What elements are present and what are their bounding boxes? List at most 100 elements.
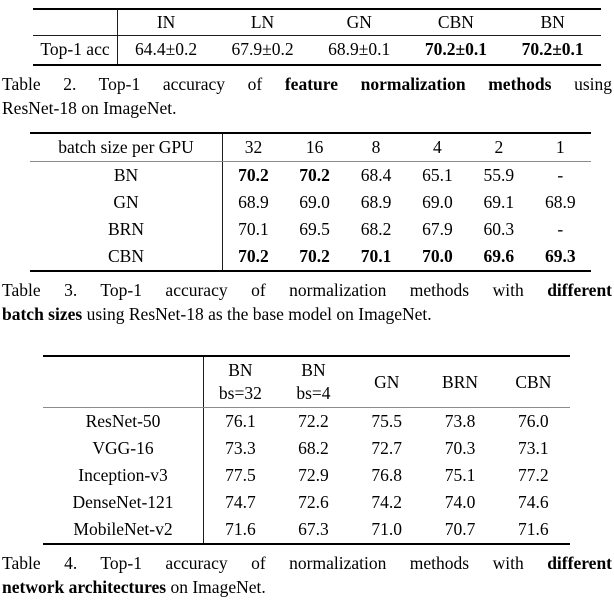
value-cell: 74.0 xyxy=(444,492,476,513)
value-cell: 76.0 xyxy=(518,411,549,432)
table-3-batch-sizes: batch size per GPU 32 16 8 4 2 1 BN 70.2 70.2 68.4… xyxy=(30,132,591,273)
caption-bold-phrase: different xyxy=(547,280,612,301)
corner-cell xyxy=(43,356,204,409)
row-label: GN xyxy=(30,189,223,217)
value-cell: 68.9 xyxy=(238,192,269,213)
column-header: IN xyxy=(117,9,215,36)
value-cell: 69.6 xyxy=(483,246,515,267)
column-header: 2 xyxy=(468,133,530,163)
value-cell: 75.5 xyxy=(371,411,403,432)
caption-bold-phrase: feature normalization methods xyxy=(284,74,552,94)
column-header-line: BRN xyxy=(442,371,479,392)
value-cell: 72.7 xyxy=(371,438,403,459)
column-header: LN xyxy=(214,9,311,36)
value-cell: 68.2 xyxy=(298,438,329,459)
row-label: Inception-v3 xyxy=(43,462,204,490)
column-header: BN xyxy=(504,9,601,36)
value-cell: 70.2±0.1 xyxy=(521,39,584,60)
value-cell: 73.3 xyxy=(225,438,256,459)
column-header-line: BN xyxy=(228,360,253,381)
table-row: CBN 70.2 70.2 70.1 70.0 69.6 69.3 xyxy=(30,243,591,272)
caption-bold-phrase: different xyxy=(547,553,612,574)
table-row: Inception-v3 77.5 72.9 76.8 75.1 77.2 xyxy=(43,462,570,490)
value-cell: 72.2 xyxy=(298,411,329,432)
value-cell: 55.9 xyxy=(483,165,515,186)
header-row: batch size per GPU 32 16 8 4 2 1 xyxy=(30,133,591,163)
caption-text: Table 2. Top-1 accuracy of xyxy=(2,74,285,94)
value-cell: 71.6 xyxy=(225,519,256,540)
table-4-caption: Table 4. Top-1 accuracy of normalization… xyxy=(2,552,612,599)
value-cell: 70.3 xyxy=(444,438,476,459)
value-cell: 71.6 xyxy=(518,519,549,540)
table-4-section: BN bs=32 BN bs=4 GN BRN CBN ResNet-50 76.1 72.2 75… xyxy=(0,355,614,599)
table-row: GN 68.9 69.0 68.9 69.0 69.1 68.9 xyxy=(30,189,591,217)
table-4-architectures: BN bs=32 BN bs=4 GN BRN CBN ResNet-50 76.1 72.2 75… xyxy=(43,355,570,546)
column-header-line: CBN xyxy=(515,371,552,392)
caption-text: using ResNet-18 as the base model on Ima… xyxy=(82,303,432,324)
value-cell: 68.4 xyxy=(360,165,392,186)
value-cell: 69.5 xyxy=(299,219,330,240)
header-row: BN bs=32 BN bs=4 GN BRN CBN xyxy=(43,356,570,409)
value-cell: 69.0 xyxy=(422,192,453,213)
value-cell: 68.9 xyxy=(360,192,392,213)
row-label: MobileNet-v2 xyxy=(43,516,204,545)
column-header: 1 xyxy=(529,133,591,163)
caption-text: Table 3. Top-1 accuracy of normalization… xyxy=(2,280,548,301)
row-label: CBN xyxy=(30,243,223,272)
column-header: BN bs=4 xyxy=(276,356,351,409)
value-cell: 74.7 xyxy=(225,492,256,513)
caption-line: Table 2. Top-1 accuracy of feature norma… xyxy=(2,73,612,97)
caption-line: Table 3. Top-1 accuracy of normalization… xyxy=(2,279,612,303)
column-header-line: GN xyxy=(374,371,400,392)
table-2-section: IN LN GN CBN BN Top-1 acc 64.4±0.2 67.9±0.2 68.9… xyxy=(0,8,614,120)
value-cell: 77.5 xyxy=(225,465,256,486)
column-header: 8 xyxy=(345,133,407,163)
value-cell: 70.1 xyxy=(360,246,392,267)
table-3-section: batch size per GPU 32 16 8 4 2 1 BN 70.2 70.2 68.4… xyxy=(0,132,614,326)
column-header-line: bs=4 xyxy=(296,383,331,404)
caption-line: network architectures on ImageNet. xyxy=(2,576,612,600)
caption-bold-phrase: batch sizes xyxy=(2,303,83,324)
value-cell: - xyxy=(557,165,564,186)
value-cell: 70.2 xyxy=(299,246,330,267)
value-cell: 70.2 xyxy=(299,165,330,186)
value-cell: 74.6 xyxy=(518,492,549,513)
row-label: VGG-16 xyxy=(43,435,204,463)
value-cell: 60.3 xyxy=(483,219,515,240)
table-2-feature-normalization: IN LN GN CBN BN Top-1 acc 64.4±0.2 67.9±0.2 68.9… xyxy=(33,8,601,66)
value-cell: 70.2±0.1 xyxy=(424,39,487,60)
caption-line: Table 4. Top-1 accuracy of normalization… xyxy=(2,552,612,576)
column-header-line: BN xyxy=(301,360,326,381)
value-cell: 74.2 xyxy=(371,492,403,513)
value-cell: 76.8 xyxy=(371,465,403,486)
value-cell: 68.9±0.1 xyxy=(328,39,391,60)
table-row: ResNet-50 76.1 72.2 75.5 73.8 76.0 xyxy=(43,407,570,436)
value-cell: 64.4±0.2 xyxy=(135,39,198,60)
caption-line: ResNet-18 on ImageNet. xyxy=(2,97,612,121)
row-label: DenseNet-121 xyxy=(43,489,204,517)
value-cell: 70.1 xyxy=(238,219,269,240)
column-header: GN xyxy=(350,356,424,409)
value-cell: 69.0 xyxy=(299,192,330,213)
row-label: ResNet-50 xyxy=(43,407,204,436)
value-cell: 65.1 xyxy=(422,165,453,186)
value-cell: 68.2 xyxy=(360,219,392,240)
value-cell: 68.9 xyxy=(544,192,576,213)
caption-bold-phrase: network architectures xyxy=(2,576,167,597)
column-header: 32 xyxy=(222,133,284,163)
value-cell: 67.9±0.2 xyxy=(231,39,294,60)
row-label: BN xyxy=(30,161,223,190)
value-cell: 75.1 xyxy=(444,465,476,486)
value-cell: 71.0 xyxy=(371,519,403,540)
value-cell: 70.2 xyxy=(238,165,269,186)
caption-text: ResNet-18 on ImageNet. xyxy=(2,97,177,118)
column-header-line: bs=32 xyxy=(218,383,262,404)
value-cell: 77.2 xyxy=(518,465,549,486)
column-header: CBN xyxy=(496,356,570,409)
value-cell: 70.7 xyxy=(444,519,476,540)
table-row: VGG-16 73.3 68.2 72.7 70.3 73.1 xyxy=(43,435,570,463)
value-cell: 72.6 xyxy=(298,492,329,513)
column-header: CBN xyxy=(407,9,505,36)
value-cell: 70.0 xyxy=(422,246,453,267)
value-cell: 69.1 xyxy=(483,192,515,213)
